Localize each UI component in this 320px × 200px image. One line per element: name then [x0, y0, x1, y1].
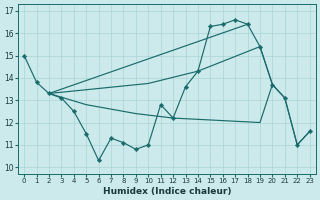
X-axis label: Humidex (Indice chaleur): Humidex (Indice chaleur): [103, 187, 231, 196]
